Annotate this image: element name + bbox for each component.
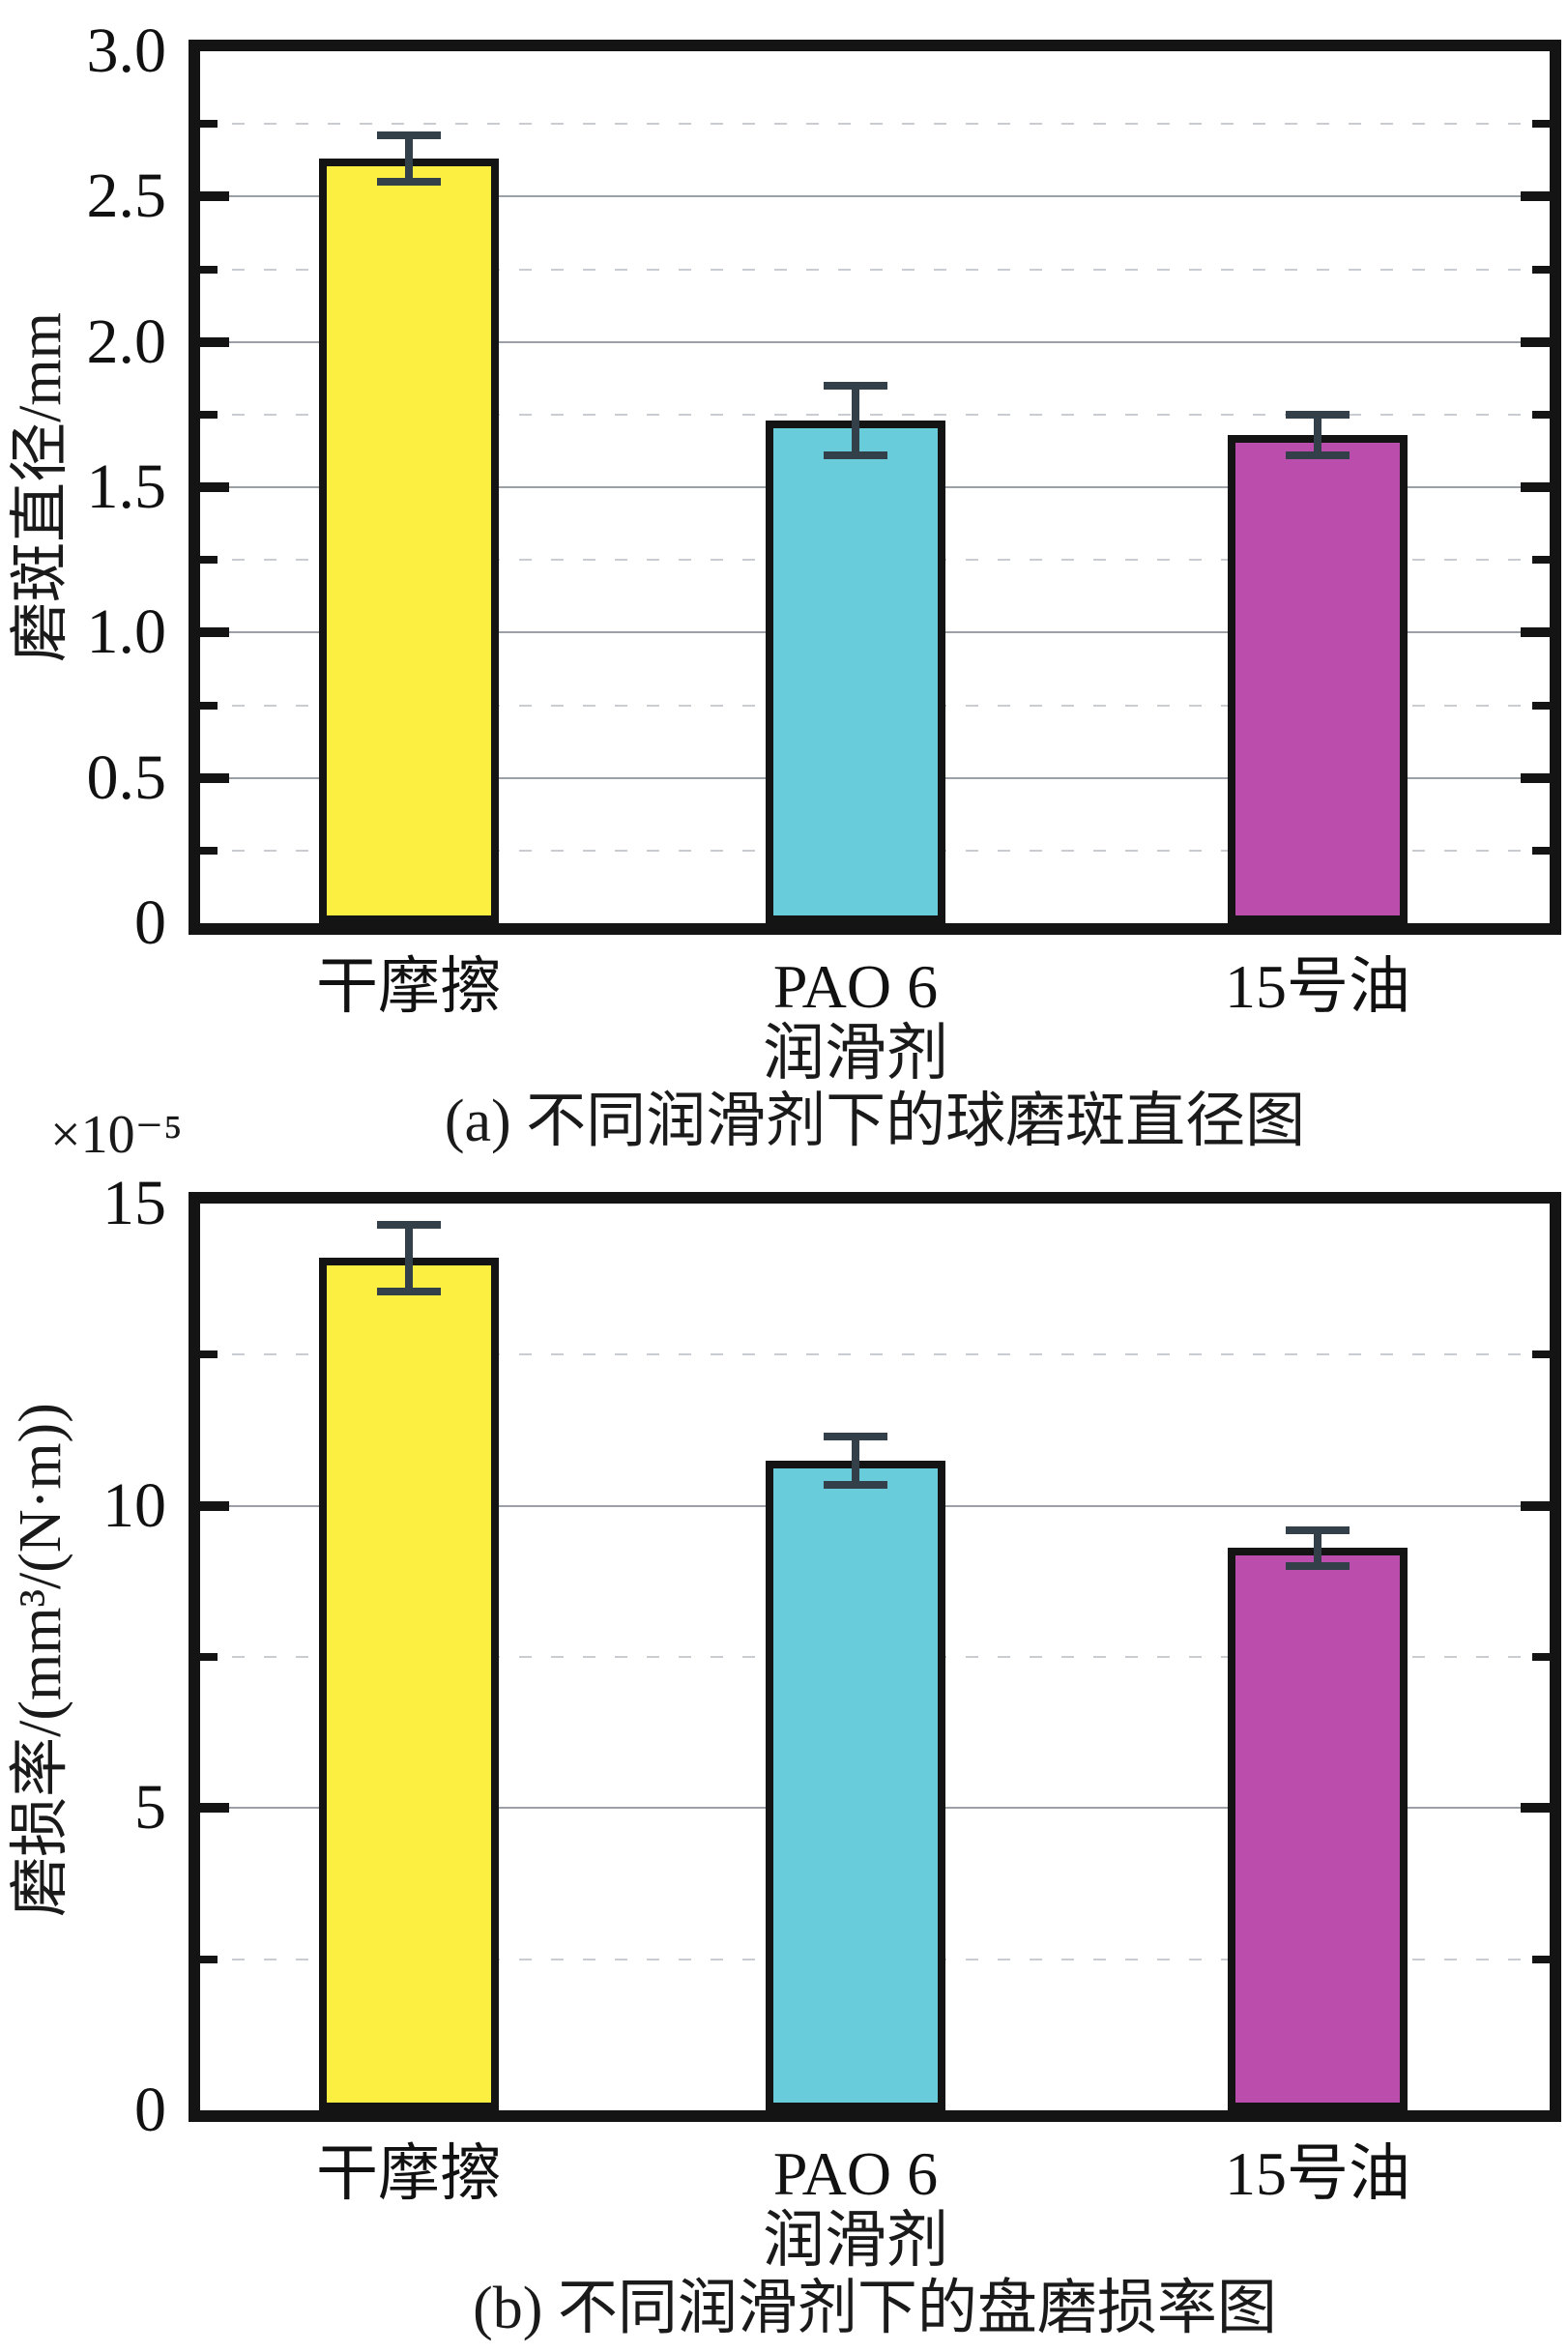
y-tick-label: 1.0: [86, 596, 167, 667]
error-bar-cap-top: [824, 382, 887, 390]
y-tick-label: 15: [102, 1168, 166, 1238]
y-axis-minor-tick-right: [1532, 1653, 1550, 1661]
error-bar: [1314, 415, 1321, 455]
chart-a-caption: (a) 不同润滑剂下的球磨斑直径图: [444, 1089, 1306, 1154]
error-bar-cap-top: [377, 131, 441, 139]
y-axis-major-tick-right: [1521, 337, 1550, 347]
y-axis-major-tick: [200, 482, 229, 492]
error-bar: [852, 386, 859, 455]
chart-b-caption: (b) 不同润滑剂下的盘磨损率图: [473, 2276, 1277, 2341]
y-axis-minor-tick: [200, 411, 218, 419]
y-axis-minor-tick: [200, 702, 218, 710]
y-axis-minor-tick-right: [1532, 1350, 1550, 1358]
y-axis-major-tick-right: [1521, 773, 1550, 783]
y-tick-label: 0: [134, 2075, 166, 2145]
gridline-major: [200, 341, 1550, 343]
error-bar: [405, 1225, 413, 1292]
y-axis-minor-tick-right: [1532, 266, 1550, 274]
y-axis-major-tick-right: [1521, 1803, 1550, 1813]
error-bar: [852, 1437, 859, 1485]
gridline-minor: [200, 123, 1550, 125]
chart-a-plot-frame: [189, 40, 1561, 935]
error-bar-cap-bottom: [1286, 451, 1350, 459]
y-axis-major-tick: [200, 1803, 229, 1813]
error-bar: [405, 135, 413, 182]
bar-15号油: [1228, 1548, 1408, 2110]
y-axis-major-tick: [200, 337, 229, 347]
y-tick-label: 0: [134, 887, 166, 958]
y-tick-label: 2.5: [86, 160, 167, 231]
x-category-label: 干摩擦: [316, 2139, 502, 2208]
y-axis-major-tick-right: [1521, 1501, 1550, 1511]
gridline-minor: [200, 414, 1550, 416]
y-axis-major-tick: [200, 773, 229, 783]
y-axis-major-tick: [200, 1501, 229, 1511]
error-bar-cap-bottom: [824, 1481, 887, 1489]
y-tick-label: 5: [134, 1772, 166, 1843]
x-category-label: PAO 6: [772, 952, 939, 1021]
y-axis-minor-tick-right: [1532, 556, 1550, 564]
y-axis-minor-tick: [200, 1956, 218, 1963]
y-axis-major-tick-right: [1521, 482, 1550, 492]
y-tick-label: 0.5: [86, 742, 167, 813]
y-axis-minor-tick-right: [1532, 411, 1550, 419]
x-category-label: 15号油: [1225, 2139, 1410, 2208]
error-bar-cap-top: [1286, 1526, 1350, 1534]
error-bar-cap-top: [824, 1433, 887, 1440]
y-axis-minor-tick: [200, 1653, 218, 1661]
error-bar-cap-bottom: [1286, 1562, 1350, 1570]
y-axis-minor-tick-right: [1532, 847, 1550, 855]
chart-b-plot-frame: [189, 1192, 1561, 2122]
error-bar-cap-top: [377, 1221, 441, 1229]
y-axis-major-tick: [200, 627, 229, 637]
y-axis-minor-tick-right: [1532, 702, 1550, 710]
y-axis-major-tick-right: [1521, 191, 1550, 201]
y-axis-major-tick: [200, 191, 229, 201]
error-bar-cap-bottom: [824, 451, 887, 459]
gridline-minor: [200, 1353, 1550, 1355]
error-bar-cap-bottom: [377, 178, 441, 186]
x-category-label: 干摩擦: [316, 952, 502, 1021]
error-bar-cap-bottom: [377, 1288, 441, 1295]
error-bar-cap-top: [1286, 411, 1350, 419]
y-tick-label: 3.0: [86, 15, 167, 86]
chart-a-x-axis-title: 润滑剂: [763, 1019, 948, 1088]
y-axis-minor-tick-right: [1532, 120, 1550, 128]
bar-PAO 6: [766, 1461, 945, 2110]
gridline-minor: [200, 269, 1550, 271]
x-category-label: 15号油: [1225, 952, 1410, 1021]
bar-15号油: [1228, 435, 1408, 923]
y-tick-label: 2.0: [86, 306, 167, 377]
y-tick-label: 1.5: [86, 451, 167, 522]
bar-干摩擦: [319, 159, 499, 923]
y-axis-minor-tick: [200, 556, 218, 564]
y-tick-label: 10: [102, 1470, 166, 1541]
y-axis-minor-tick-right: [1532, 1956, 1550, 1963]
chart-b-y-axis-title: 磨损率/(mm³/(N·m)): [8, 1403, 73, 1917]
x-category-label: PAO 6: [772, 2139, 939, 2208]
y-axis-minor-tick: [200, 120, 218, 128]
gridline-major: [200, 195, 1550, 197]
chart-b-scale-multiplier: ×10⁻⁵: [50, 1105, 183, 1165]
y-axis-minor-tick: [200, 266, 218, 274]
y-axis-major-tick-right: [1521, 627, 1550, 637]
chart-b-x-axis-title: 润滑剂: [763, 2206, 948, 2275]
y-axis-minor-tick: [200, 1350, 218, 1358]
y-axis-minor-tick: [200, 847, 218, 855]
error-bar: [1314, 1530, 1321, 1566]
bar-PAO 6: [766, 421, 945, 923]
bar-干摩擦: [319, 1258, 499, 2110]
